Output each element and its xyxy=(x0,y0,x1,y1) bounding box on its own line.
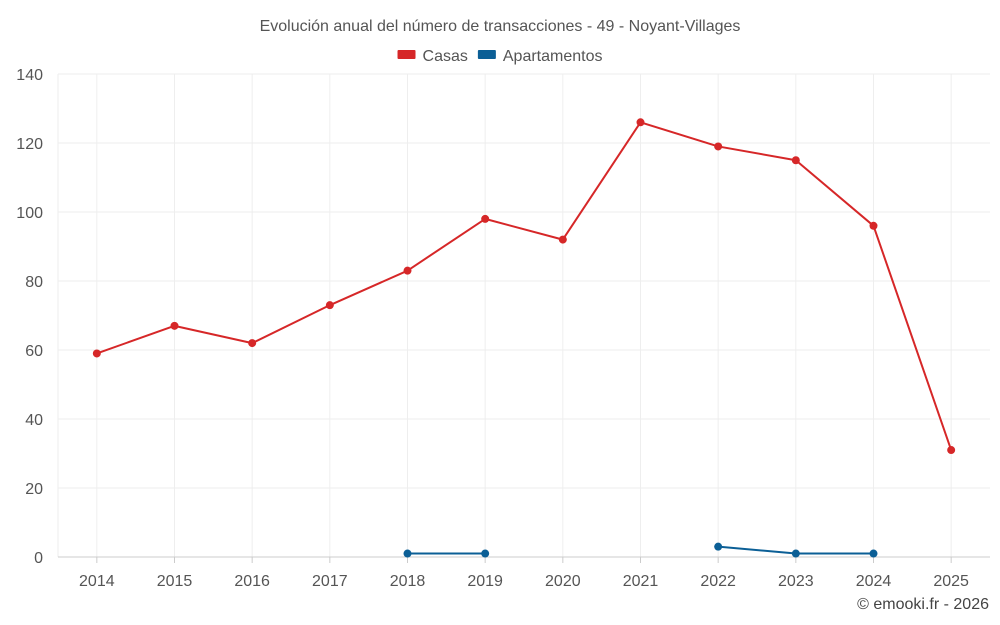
data-point-casas-2022[interactable] xyxy=(714,142,723,151)
axes: 0 20 40 60 80 100 120 140 2014 2015 2016 2017 2018 20… xyxy=(16,67,990,590)
data-point-casas-2014[interactable] xyxy=(92,349,101,358)
data-point-casas-2017[interactable] xyxy=(325,301,334,310)
data-point-casas-2020[interactable] xyxy=(558,235,567,244)
data-point-casas-2018[interactable] xyxy=(403,266,412,275)
series-layer xyxy=(92,118,956,558)
data-point-casas-2015[interactable] xyxy=(170,321,179,330)
series-apartamentos xyxy=(403,542,878,558)
y-tick-label: 60 xyxy=(25,343,43,360)
x-tick-label: 2023 xyxy=(778,573,814,590)
data-point-casas-2016[interactable] xyxy=(248,339,257,348)
data-point-apartamentos-2019[interactable] xyxy=(481,549,490,558)
x-tick-label: 2018 xyxy=(390,573,426,590)
x-tick-label: 2014 xyxy=(79,573,115,590)
y-tick-label: 0 xyxy=(34,550,43,567)
x-tick-label: 2015 xyxy=(157,573,193,590)
x-tick-label: 2025 xyxy=(933,573,969,590)
x-tick-label: 2016 xyxy=(234,573,270,590)
legend-swatch xyxy=(397,50,416,59)
y-tick-label: 40 xyxy=(25,412,43,429)
y-tick-label: 80 xyxy=(25,274,43,291)
legend-label: Casas xyxy=(423,48,468,65)
y-tick-label: 100 xyxy=(16,205,43,222)
x-tick-label: 2024 xyxy=(856,573,892,590)
legend-item-apartamentos[interactable]: Apartamentos xyxy=(477,48,603,65)
legend-swatch xyxy=(477,50,496,59)
data-point-apartamentos-2022[interactable] xyxy=(714,542,723,551)
credit-text: © emooki.fr - 2026 xyxy=(857,596,989,613)
series-casas xyxy=(92,118,956,455)
y-tick-label: 20 xyxy=(25,481,43,498)
x-tick-label: 2020 xyxy=(545,573,581,590)
legend: Casas Apartamentos xyxy=(397,48,603,65)
data-point-apartamentos-2023[interactable] xyxy=(791,549,800,558)
x-tick-label: 2022 xyxy=(700,573,736,590)
data-point-apartamentos-2018[interactable] xyxy=(403,549,412,558)
y-tick-label: 140 xyxy=(16,67,43,84)
data-point-casas-2019[interactable] xyxy=(481,214,490,223)
chart-title: Evolución anual del número de transaccio… xyxy=(260,18,741,35)
y-tick-label: 120 xyxy=(16,136,43,153)
grid-lines xyxy=(57,73,990,557)
x-tick-label: 2021 xyxy=(623,573,659,590)
data-point-casas-2024[interactable] xyxy=(869,221,878,230)
data-point-apartamentos-2024[interactable] xyxy=(869,549,878,558)
data-point-casas-2021[interactable] xyxy=(636,118,645,127)
data-point-casas-2025[interactable] xyxy=(947,446,956,455)
legend-item-casas[interactable]: Casas xyxy=(397,48,468,65)
x-tick-label: 2019 xyxy=(467,573,503,590)
legend-label: Apartamentos xyxy=(503,48,603,65)
series-line-casas xyxy=(96,121,953,451)
x-tick-label: 2017 xyxy=(312,573,348,590)
data-point-casas-2023[interactable] xyxy=(791,156,800,165)
